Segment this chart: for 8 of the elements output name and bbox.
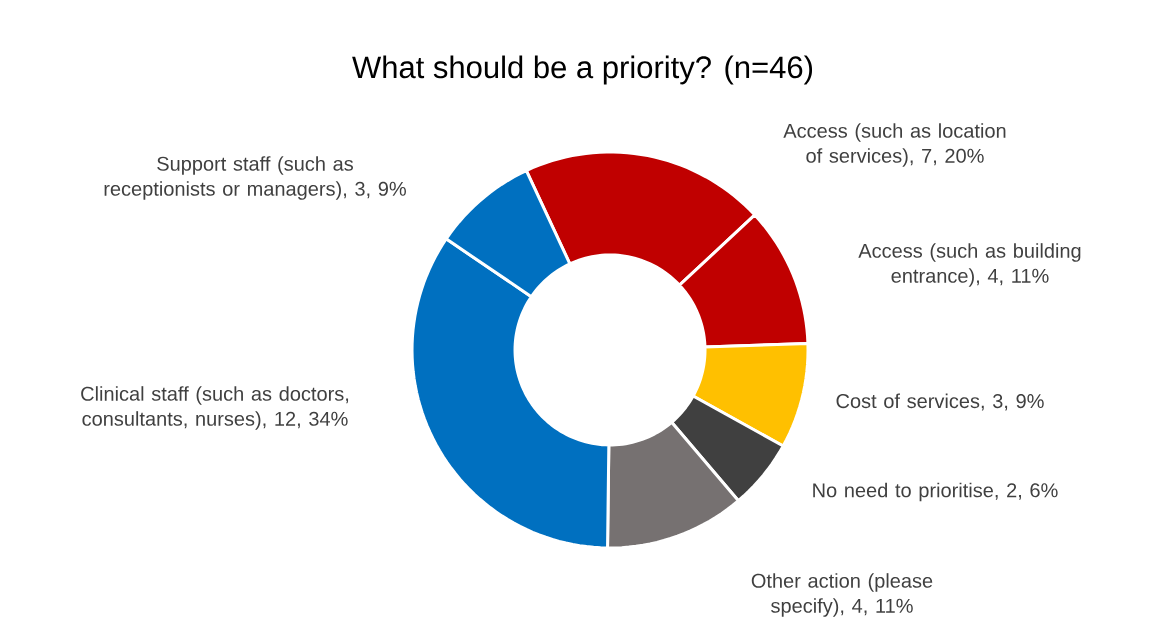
slice-label: Clinical staff (such as doctors, consultants, nurses), 12, 34% — [81, 386, 349, 430]
slice-label: Access (such as building entrance), 4, 11% — [858, 243, 1081, 287]
slice-label: Access (such as location of services), 7, 20% — [783, 123, 1006, 167]
slice-label: Other action (please specify), 4, 11% — [751, 573, 933, 617]
slice-label: No need to prioritise, 2, 6% — [813, 482, 1058, 502]
slice-label: Cost of services, 3, 9% — [836, 393, 1044, 411]
slice-label: Support staff (such as receptionists or managers), 3, 9% — [104, 156, 406, 200]
chart-title: What should be a priority? (n=46) — [352, 55, 813, 85]
